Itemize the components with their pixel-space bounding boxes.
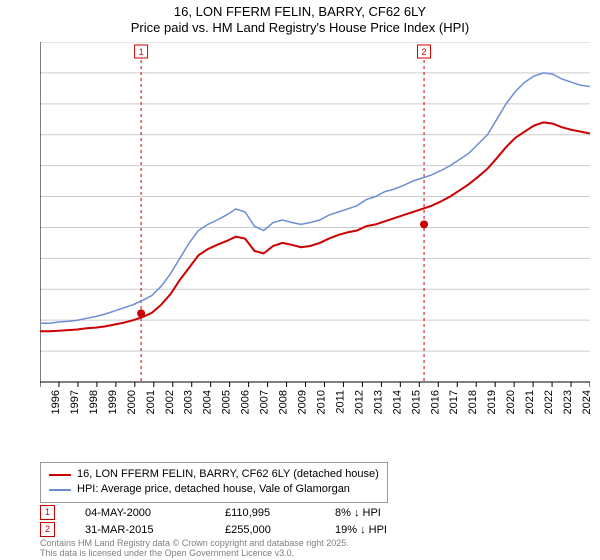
marker-diff: 19% ↓ HPI: [335, 524, 425, 536]
svg-text:2001: 2001: [145, 390, 157, 414]
svg-text:2004: 2004: [202, 390, 214, 414]
legend-item: 16, LON FFERM FELIN, BARRY, CF62 6LY (de…: [49, 467, 379, 482]
svg-text:1995: 1995: [40, 390, 43, 414]
svg-text:1998: 1998: [88, 390, 100, 414]
svg-text:2008: 2008: [278, 390, 290, 414]
svg-text:2007: 2007: [259, 390, 271, 414]
svg-text:2022: 2022: [543, 390, 555, 414]
svg-text:2000: 2000: [126, 390, 138, 414]
marker-row: 2 31-MAR-2015 £255,000 19% ↓ HPI: [40, 521, 425, 538]
legend-label: 16, LON FFERM FELIN, BARRY, CF62 6LY (de…: [77, 467, 379, 482]
svg-text:2013: 2013: [372, 390, 384, 414]
title-address: 16, LON FFERM FELIN, BARRY, CF62 6LY: [0, 4, 600, 20]
legend: 16, LON FFERM FELIN, BARRY, CF62 6LY (de…: [40, 462, 388, 503]
legend-swatch: [49, 489, 71, 491]
marker-date: 04-MAY-2000: [85, 507, 195, 519]
marker-price: £255,000: [225, 524, 305, 536]
svg-text:2023: 2023: [562, 390, 574, 414]
markers-table: 1 04-MAY-2000 £110,995 8% ↓ HPI 2 31-MAR…: [40, 504, 425, 538]
title-subtitle: Price paid vs. HM Land Registry's House …: [0, 20, 600, 36]
svg-text:2016: 2016: [429, 390, 441, 414]
legend-label: HPI: Average price, detached house, Vale…: [77, 482, 350, 497]
legend-swatch: [49, 474, 71, 476]
svg-text:2002: 2002: [164, 390, 176, 414]
svg-text:2011: 2011: [334, 390, 346, 414]
chart-container: 16, LON FFERM FELIN, BARRY, CF62 6LY Pri…: [0, 0, 600, 560]
svg-text:2012: 2012: [353, 390, 365, 414]
svg-text:2020: 2020: [505, 390, 517, 414]
marker-number-box: 2: [40, 522, 55, 537]
svg-text:1996: 1996: [50, 390, 62, 414]
marker-diff: 8% ↓ HPI: [335, 507, 425, 519]
line-chart: £0£50K£100K£150K£200K£250K£300K£350K£400…: [40, 42, 590, 422]
marker-number-box: 1: [40, 505, 55, 520]
svg-text:1: 1: [139, 47, 144, 57]
svg-text:2014: 2014: [391, 390, 403, 414]
svg-text:2010: 2010: [315, 390, 327, 414]
svg-text:2015: 2015: [410, 390, 422, 414]
svg-text:2: 2: [422, 47, 427, 57]
marker-date: 31-MAR-2015: [85, 524, 195, 536]
svg-text:1997: 1997: [69, 390, 81, 414]
title-block: 16, LON FFERM FELIN, BARRY, CF62 6LY Pri…: [0, 0, 600, 37]
marker-price: £110,995: [225, 507, 305, 519]
attribution: Contains HM Land Registry data © Crown c…: [40, 539, 349, 559]
svg-text:2021: 2021: [524, 390, 536, 414]
legend-item: HPI: Average price, detached house, Vale…: [49, 482, 379, 497]
svg-text:2009: 2009: [297, 390, 309, 414]
attribution-line: This data is licensed under the Open Gov…: [40, 549, 349, 559]
svg-text:2006: 2006: [240, 390, 252, 414]
svg-text:2019: 2019: [486, 390, 498, 414]
svg-text:2017: 2017: [448, 390, 460, 414]
svg-text:2018: 2018: [467, 390, 479, 414]
svg-text:2024: 2024: [581, 390, 590, 414]
svg-text:2003: 2003: [183, 390, 195, 414]
svg-text:2005: 2005: [221, 390, 233, 414]
svg-text:1999: 1999: [107, 390, 119, 414]
marker-row: 1 04-MAY-2000 £110,995 8% ↓ HPI: [40, 504, 425, 521]
